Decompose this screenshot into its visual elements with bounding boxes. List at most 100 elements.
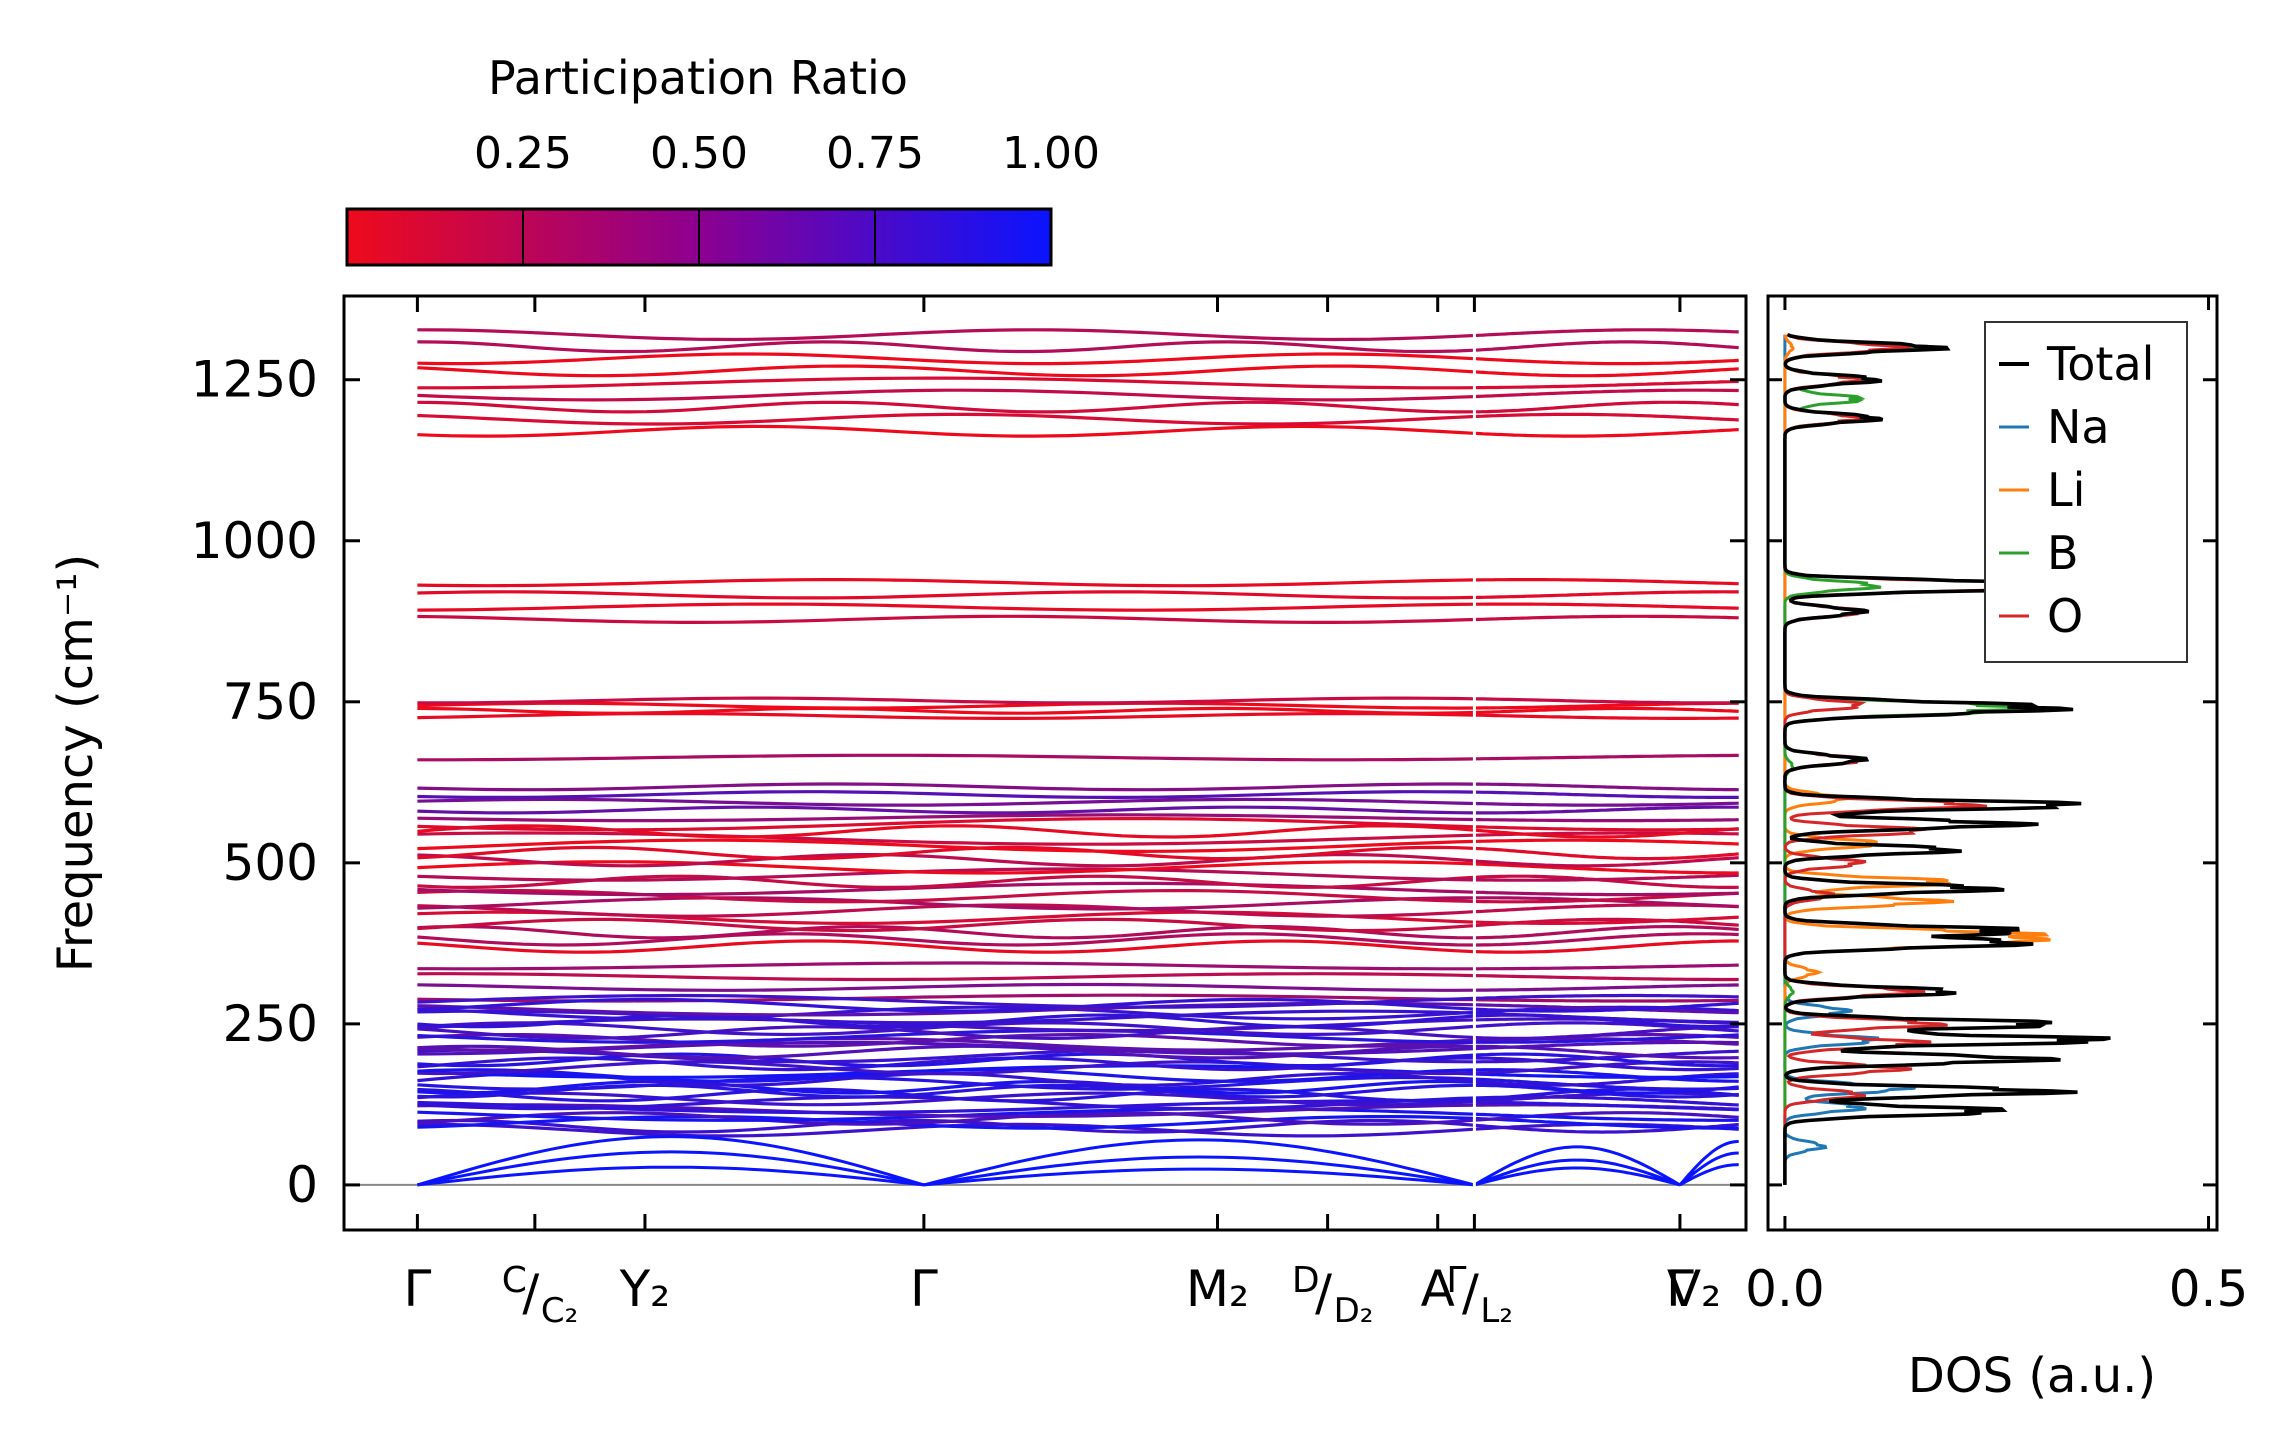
- dos-x-tick-label: 0.5: [2169, 1260, 2249, 1318]
- phonon-band: [1474, 706, 1739, 715]
- phonon-band: [417, 701, 1475, 710]
- phonon-band: [1474, 817, 1739, 823]
- colorbar-title: Participation Ratio: [488, 51, 908, 105]
- phonon-band: [417, 939, 1475, 954]
- kpoint-slash: /: [522, 1264, 539, 1322]
- phonon-band: [1474, 713, 1739, 720]
- phonon-band: [1474, 412, 1739, 422]
- phonon-band: [1474, 1072, 1739, 1079]
- phonon-band: [417, 831, 1475, 846]
- phonon-band: [1474, 873, 1739, 882]
- kpoint-label-start: Γ: [1446, 1260, 1466, 1301]
- phonon-band: [1474, 801, 1739, 807]
- y-axis-label: Frequency (cm⁻¹): [48, 554, 104, 972]
- phonon-band: [417, 782, 1475, 792]
- dos-x-tick-label: 0.0: [1745, 1260, 1825, 1318]
- phonon-band: [417, 917, 1475, 933]
- kpoint-label-start: C: [502, 1260, 527, 1301]
- phonon-band: [1474, 340, 1739, 352]
- phonon-band: [417, 805, 1475, 815]
- kpoint-label: Y₂: [619, 1260, 671, 1318]
- acoustic-branch: [1678, 1151, 1739, 1187]
- phonon-band: [1474, 388, 1739, 399]
- phonon-band: [1474, 428, 1739, 438]
- phonon-band: [1474, 932, 1739, 947]
- y-tick-label: 250: [223, 995, 318, 1053]
- phonon-band: [417, 1013, 1475, 1029]
- phonon-band: [417, 924, 1475, 940]
- phonon-band: [417, 797, 1475, 807]
- phonon-band: [1474, 602, 1739, 610]
- phonon-band: [417, 412, 1475, 426]
- acoustic-branch: [1678, 1139, 1739, 1186]
- acoustic-branch: [417, 1165, 925, 1187]
- dos-curve-total: [1783, 332, 2166, 1185]
- colorbar-ticks: 0.25 0.50 0.75 1.00: [474, 128, 1100, 265]
- phonon-band: [1474, 790, 1739, 799]
- legend-label: Total: [2046, 337, 2154, 391]
- dos-legend: Total Na Li BO: [1984, 321, 2188, 663]
- phonon-band: [417, 376, 1475, 390]
- dos-plot-frame: [1766, 294, 2219, 1232]
- phonon-band: [417, 1087, 1475, 1103]
- phonon-band: [417, 817, 1475, 832]
- phonon-band: [1474, 862, 1739, 875]
- phonon-band: [1474, 379, 1739, 390]
- phonon-band: [1474, 846, 1739, 861]
- phonon-band: [1474, 753, 1739, 761]
- colorbar-tick-label: 1.00: [1002, 128, 1100, 179]
- y-tick-label: 500: [223, 834, 318, 892]
- kpoint-label: Γ: [910, 1260, 938, 1318]
- legend-box: [1984, 321, 2188, 663]
- phonon-band: [417, 997, 1475, 1013]
- phonon-band: [1474, 1112, 1739, 1122]
- phonon-band: [417, 932, 1475, 947]
- acoustic-branch: [1679, 1163, 1739, 1187]
- dos-x-axis-label: DOS (a.u.): [1908, 1348, 2156, 1404]
- phonon-band: [1474, 983, 1739, 992]
- acoustic-branch: [923, 1155, 1475, 1187]
- phonon-band: [417, 602, 1475, 612]
- phonon-band: [417, 982, 1475, 992]
- legend-label: O: [2047, 589, 2083, 643]
- phonon-band: [417, 1079, 1475, 1095]
- y-tick-label: 750: [223, 673, 318, 731]
- phonon-band: [1474, 1077, 1739, 1091]
- phonon-band: [1474, 838, 1739, 846]
- phonon-band: [417, 1111, 1475, 1126]
- y-tick-label: 1250: [191, 351, 318, 409]
- legend-label: Li: [2047, 463, 2085, 517]
- phonon-band: [417, 590, 1475, 600]
- phonon-band: [1474, 367, 1739, 378]
- phonon-band: [417, 889, 1475, 904]
- y-tick-label: 1000: [191, 512, 318, 570]
- phonon-band: [1474, 825, 1739, 832]
- phonon-band: [1474, 974, 1739, 982]
- kpoint-slash: /: [1462, 1264, 1479, 1322]
- colorbar-tick-label: 0.25: [474, 128, 572, 179]
- kpoint-label: Γ: [403, 1260, 431, 1318]
- phonon-band: [417, 340, 1475, 354]
- phonon-band: [417, 706, 1475, 715]
- phonon-band: [1474, 1011, 1739, 1024]
- dos-axes: 0.0 0.5: [1745, 296, 2248, 1318]
- kpoint-slash: /: [1315, 1264, 1332, 1322]
- phonon-band: [417, 838, 1475, 853]
- phonon-band: [417, 903, 1475, 918]
- legend-label: Na: [2047, 400, 2110, 454]
- kpoint-label-end: L₂: [1480, 1291, 1513, 1331]
- acoustic-branch: [923, 1138, 1475, 1187]
- phonon-band: [417, 961, 1475, 971]
- kpoint-label-end: D₂: [1334, 1291, 1374, 1331]
- phonon-band: [1474, 856, 1739, 868]
- phonon-band: [1474, 939, 1739, 954]
- phonon-band: [417, 388, 1475, 402]
- acoustic-branch: [1473, 1158, 1681, 1187]
- phonon-band: [417, 578, 1475, 588]
- phonon-band: [417, 972, 1475, 982]
- phonon-band: [417, 328, 1475, 342]
- phonon-band: [1474, 1100, 1739, 1112]
- phonon-band: [1474, 963, 1739, 971]
- dos-panel: 0.0 0.5 DOS (a.u.) Total Na Li BO: [1745, 294, 2248, 1404]
